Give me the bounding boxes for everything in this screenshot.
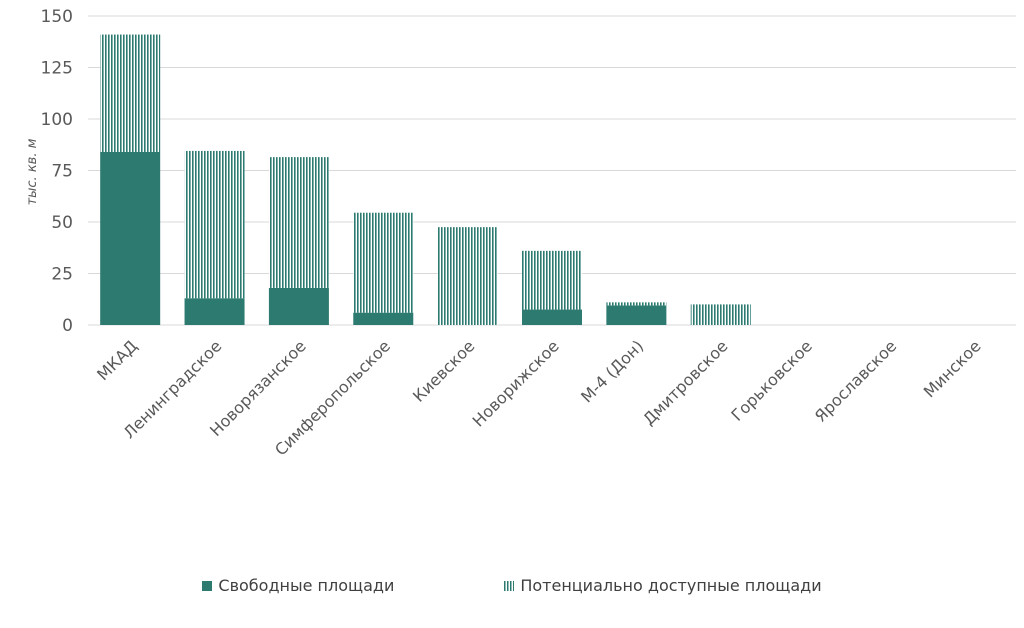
legend-swatch-solid (202, 580, 213, 591)
bar-free-space (606, 305, 667, 325)
x-category-label: МКАД (93, 336, 141, 384)
bar-potential-space (606, 302, 667, 306)
legend-item-potential: Потенциально доступные площади (504, 576, 822, 595)
legend-label-potential: Потенциально доступные площади (520, 576, 822, 595)
legend: Свободные площади Потенциально доступные… (0, 576, 1024, 595)
bar-potential-space (184, 150, 245, 299)
bar-free-space (522, 309, 582, 325)
x-category-label: Ярославское (811, 336, 900, 425)
y-tick-label: 0 (62, 316, 73, 336)
bar-potential-space (353, 212, 414, 313)
bar-free-space (353, 312, 414, 325)
x-category-label: Минское (920, 336, 985, 401)
x-category-label: Горьковское (727, 336, 815, 424)
bar-potential-space (437, 227, 498, 325)
legend-swatch-striped (504, 580, 515, 591)
x-category-label: Дмитровское (639, 336, 731, 428)
x-category-label: Новорижское (469, 336, 563, 430)
y-tick-label: 100 (41, 110, 73, 130)
y-tick-label: 150 (41, 7, 73, 27)
bar-free-space (268, 287, 329, 325)
y-tick-label: 125 (41, 59, 73, 79)
bar-potential-space (268, 157, 329, 288)
legend-item-free: Свободные площади (202, 576, 394, 595)
y-tick-label: 25 (51, 265, 73, 285)
y-tick-label: 50 (51, 213, 73, 233)
bar-potential-space (100, 34, 161, 152)
bar-free-space (100, 151, 161, 325)
legend-label-free: Свободные площади (218, 576, 395, 595)
y-tick-label: 75 (51, 162, 73, 182)
bar-potential-space (522, 250, 582, 310)
bar-free-space (184, 298, 245, 325)
bar-potential-space (690, 304, 751, 325)
x-category-label: М-4 (Дон) (577, 336, 647, 406)
y-axis-title: тыс. кв. м (25, 138, 40, 205)
x-category-label: Киевское (409, 336, 478, 405)
